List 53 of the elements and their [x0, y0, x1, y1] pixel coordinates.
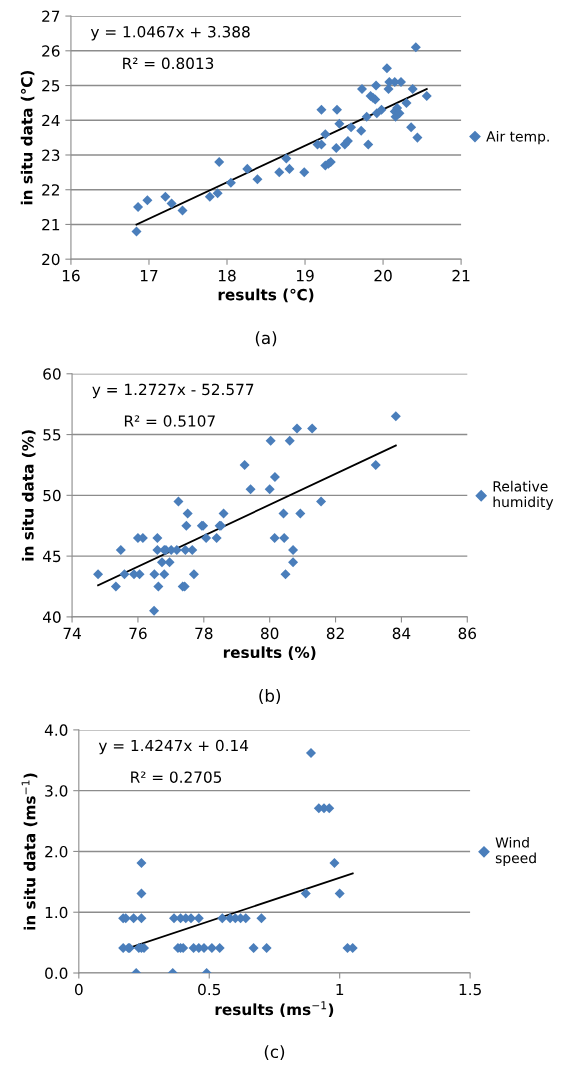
annotation: y = 1.4247x + 0.14: [98, 739, 249, 755]
x-tick-label: 0.5: [198, 983, 221, 996]
x-axis-title: results (%): [223, 646, 316, 660]
x-tick-label: 1.5: [459, 983, 481, 996]
annotation: y = 1.2727x - 52.577: [92, 383, 254, 399]
y-tick-label: 27: [42, 10, 60, 22]
legend-label: Air temp.: [486, 130, 549, 145]
y-axis-title: in situ data (ms$^{−1}$): [21, 773, 38, 930]
x-tick-label: 1: [336, 983, 344, 996]
text: (b): [259, 689, 281, 704]
y-axis-title: in situ data (℃): [20, 70, 35, 205]
y-tick-label: 60: [43, 368, 61, 380]
y-tick-label: 25: [42, 79, 60, 92]
y-tick-label: 45: [42, 550, 61, 563]
x-axis-title: results (℃): [218, 288, 314, 303]
text: (a): [255, 331, 277, 347]
legend-label: Relative humidity: [493, 480, 554, 510]
y-tick-label: 4.0: [44, 724, 68, 736]
y-tick-label: 40: [42, 611, 61, 623]
x-tick-label: 78: [195, 627, 213, 640]
x-tick-label: 80: [260, 627, 279, 640]
x-tick-label: 17: [140, 270, 158, 282]
y-tick-label: 21: [42, 218, 60, 231]
text: (c): [264, 1045, 285, 1061]
x-tick-label: 84: [392, 627, 411, 640]
y-tick-label: 2.0: [45, 845, 68, 858]
y-tick-label: 26: [42, 45, 60, 57]
x-tick-label: 86: [458, 627, 477, 640]
x-tick-label: 16: [62, 269, 80, 282]
y-tick-label: 50: [43, 489, 61, 502]
annotation: R² = 0.2705: [131, 771, 222, 783]
annotation: y = 1.0467x + 3.388: [90, 25, 250, 41]
y-tick-label: 20: [42, 253, 60, 266]
y-tick-label: 23: [42, 149, 60, 162]
y-tick-label: 22: [42, 184, 59, 196]
x-tick-label: 74: [63, 627, 81, 639]
x-tick-label: 21: [452, 269, 470, 282]
y-axis-title: in situ data (%): [21, 430, 36, 561]
y-tick-label: 1.0: [45, 906, 68, 919]
legend-label: Wind speed: [495, 836, 536, 866]
x-tick-label: 18: [218, 269, 236, 282]
y-tick-label: 3.0: [45, 785, 68, 797]
x-tick-label: 19: [296, 269, 314, 282]
annotation: R² = 0.8013: [123, 57, 214, 70]
x-axis-title: results (ms$^{−1}$): [215, 1001, 334, 1017]
annotation: R² = 0.5107: [124, 415, 215, 427]
x-tick-label: 20: [374, 269, 392, 282]
x-tick-label: 82: [326, 627, 344, 640]
x-tick-label: 76: [129, 627, 147, 640]
y-tick-label: 0.0: [45, 967, 68, 980]
y-tick-label: 55: [43, 429, 61, 441]
y-tick-label: 24: [42, 114, 60, 127]
x-tick-label: 0: [74, 983, 83, 996]
